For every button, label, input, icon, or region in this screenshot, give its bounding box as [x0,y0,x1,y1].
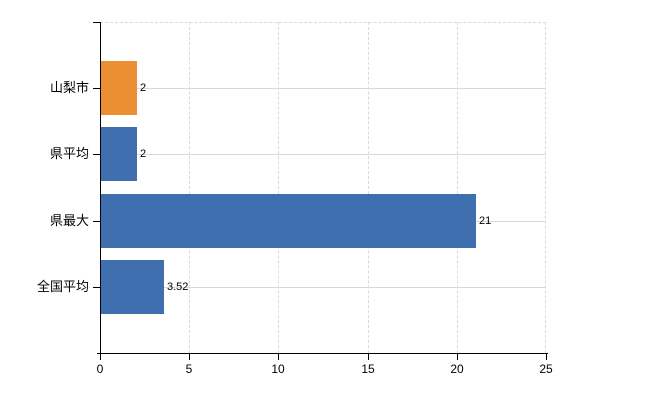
x-tick [368,353,369,360]
x-tick [189,353,190,360]
x-tick [100,353,101,360]
gridline-vertical [367,22,369,353]
x-axis [97,353,548,354]
x-tick-label: 5 [185,362,193,376]
y-axis [100,22,101,353]
y-tick [93,22,100,23]
y-tick [93,221,100,222]
value-label: 2 [140,148,147,160]
category-label: 全国平均 [36,279,89,294]
gridline-horizontal [100,154,546,155]
category-label: 山梨市 [49,80,89,95]
plot-area [100,22,546,353]
y-tick [93,154,100,155]
value-label: 2 [140,82,147,94]
x-tick [546,353,547,360]
x-tick [278,353,279,360]
bar [101,194,476,248]
value-label: 21 [479,215,492,227]
x-tick [457,353,458,360]
gridline-vertical [278,22,280,353]
y-tick [93,287,100,288]
bar [101,260,164,314]
gridline-horizontal [100,287,546,288]
x-tick-label: 15 [361,362,375,376]
category-label: 県平均 [49,146,89,161]
y-tick [93,88,100,89]
gridline-vertical [456,22,458,353]
x-tick-label: 20 [450,362,464,376]
x-tick-label: 10 [271,362,285,376]
x-tick-label: 0 [96,362,104,376]
gridline-horizontal [100,88,546,89]
x-tick-label: 25 [539,362,553,376]
bar [101,127,137,181]
category-label: 県最大 [49,213,89,228]
gridline-vertical [189,22,191,353]
value-label: 3.52 [167,281,189,293]
bar [101,61,137,115]
